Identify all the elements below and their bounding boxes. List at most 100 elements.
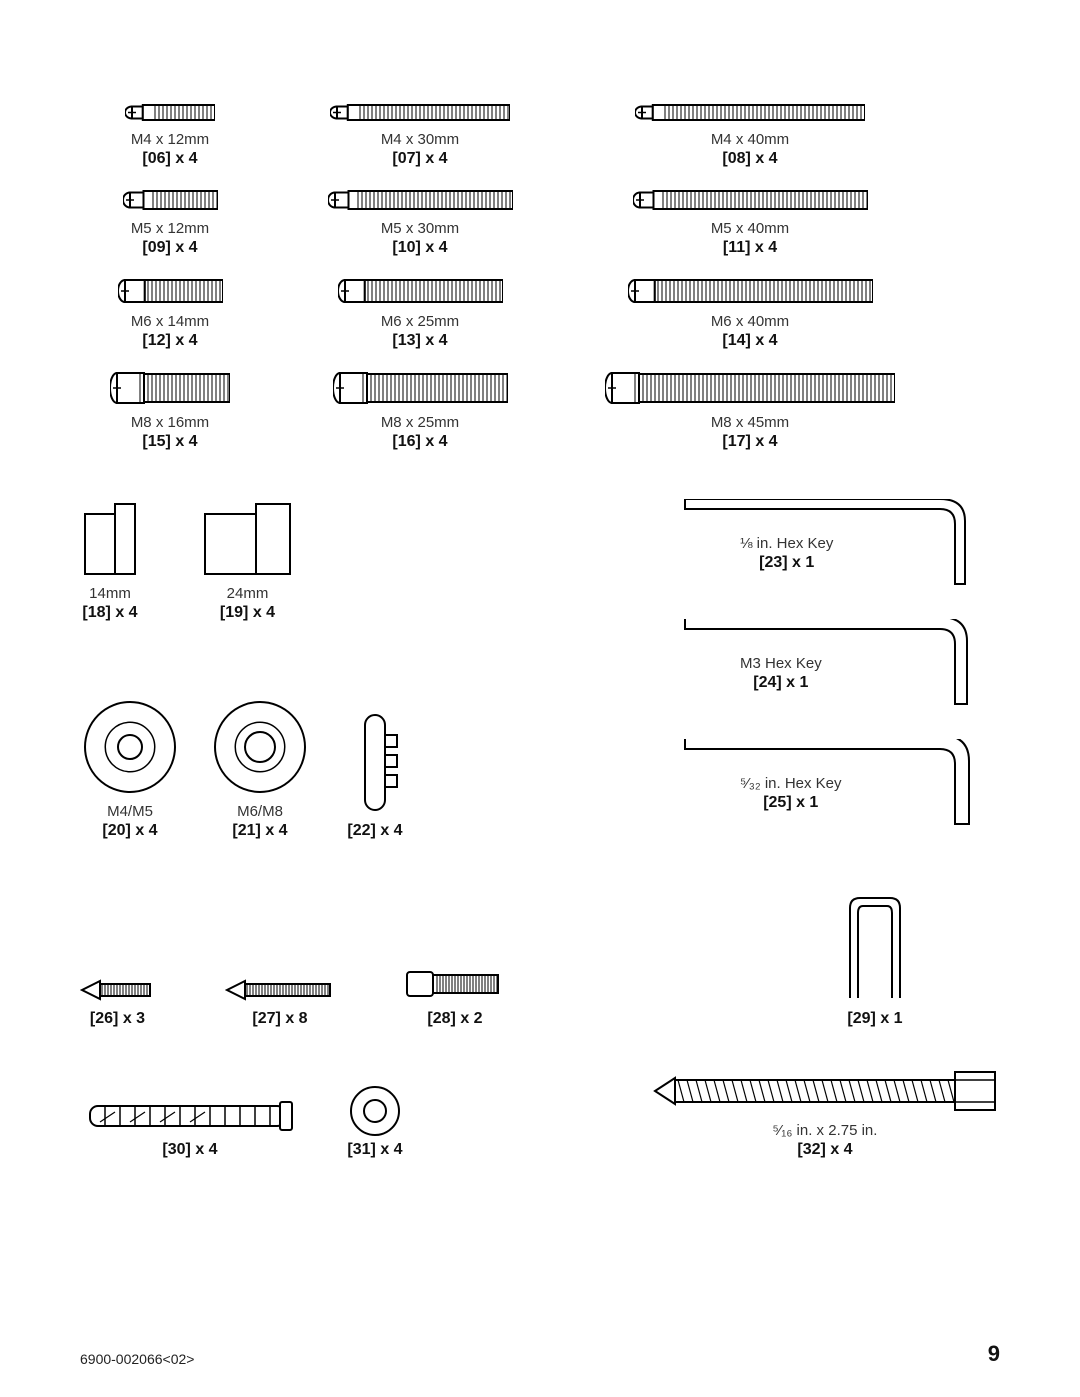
bolt-icon	[605, 368, 895, 408]
part-dim: 14mm	[89, 585, 131, 602]
spacer-icon	[200, 499, 295, 579]
spacer-cell: 24mm[19] x 4	[200, 499, 295, 622]
bolt-row: M4 x 12mm[06] x 4 M4 x 30mm [07] x 4 M4 x…	[80, 100, 1000, 168]
part-dim: M4 x 30mm	[381, 131, 459, 148]
bolt-cell: M8 x 45mm [17] x 4	[580, 368, 920, 451]
bolt-cell: M4 x 12mm[06] x 4	[80, 100, 260, 168]
part-code: [32] x 4	[797, 1141, 852, 1159]
part-code: [06] x 4	[142, 150, 197, 168]
washer-icon	[210, 697, 310, 797]
sockethead-bolt-icon	[405, 960, 505, 1008]
bolt-row: M5 x 12mm [09] x 4 M5 x 30mm[10] x 4 M5 x…	[80, 186, 1000, 257]
bolt-cell: M4 x 40mm [08] x 4	[580, 100, 920, 168]
bolt-cell: M4 x 30mm [07] x 4	[300, 100, 540, 168]
part-code: [13] x 4	[392, 332, 447, 350]
bolt-icon	[328, 186, 513, 214]
bolt-cell: M8 x 16mm [15] x 4	[80, 368, 260, 451]
part-code: [07] x 4	[392, 150, 447, 168]
bolt-icon	[333, 368, 508, 408]
bolt-cell: M5 x 40mm[11] x 4	[580, 186, 920, 257]
part-code: [23] x 1	[740, 554, 833, 572]
bracket-cell: [22] x 4	[340, 710, 410, 840]
smallbolt-cell: [26] x 3	[80, 972, 155, 1028]
smallbolt-cell: [28] x 2	[405, 960, 505, 1028]
part-dim: M8 x 16mm	[131, 414, 209, 431]
part-dim: ⁵⁄₁₆ in. x 2.75 in.	[773, 1122, 878, 1139]
bolt-icon	[628, 275, 873, 307]
lagbolt-cell: ⁵⁄₁₆ in. x 2.75 in. [32] x 4	[650, 1066, 1000, 1159]
anchor-icon	[80, 1094, 300, 1139]
part-dim: M8 x 25mm	[381, 414, 459, 431]
part-dim: M5 x 40mm	[711, 220, 789, 237]
spacers-group: 14mm [18] x 4 24mm[19] x 4	[80, 499, 295, 622]
bolt-cell: M5 x 12mm [09] x 4	[80, 186, 260, 257]
countersunk-bolt-icon	[80, 972, 155, 1008]
bolt-icon	[633, 186, 868, 214]
part-code: [24] x 1	[740, 674, 822, 692]
washers-group: M4/M5 [20] x 4 M6/M8 [21] x 4	[80, 697, 310, 840]
part-code: [16] x 4	[392, 433, 447, 451]
part-dim: ⁵⁄₃₂ in. Hex Key	[740, 775, 842, 792]
bracket-icon	[340, 710, 410, 820]
part-code: [17] x 4	[722, 433, 777, 451]
footer-pagenum: 9	[988, 1341, 1000, 1367]
part-code: [12] x 4	[142, 332, 197, 350]
bottom-row: [30] x 4 [31] x 4 ⁵⁄₁₆ in. x 2	[80, 1066, 1000, 1159]
ubolt-icon	[830, 888, 920, 1008]
washer-cell: M6/M8 [21] x 4	[210, 697, 310, 840]
lagbolt-icon	[650, 1066, 1000, 1116]
part-code: [08] x 4	[722, 150, 777, 168]
part-dim: ⅛ in. Hex Key	[740, 535, 833, 552]
part-code: [26] x 3	[90, 1010, 145, 1028]
part-dim: M6 x 14mm	[131, 313, 209, 330]
part-code: [20] x 4	[102, 822, 157, 840]
hardware-page: M4 x 12mm[06] x 4 M4 x 30mm [07] x 4 M4 x…	[0, 0, 1080, 1397]
spacer-icon	[80, 499, 140, 579]
smallbolts-row: [26] x 3 [27] x 8 [28] x 2 [29] x 1	[80, 888, 1000, 1028]
part-code: [27] x 8	[252, 1010, 307, 1028]
bolt-icon	[125, 100, 215, 125]
washer-icon	[80, 697, 180, 797]
part-code: [29] x 1	[847, 1010, 902, 1028]
washer-icon	[340, 1084, 410, 1139]
bolt-icon	[330, 100, 510, 125]
hexkey-icon	[680, 619, 980, 709]
bolt-row: M6 x 14mm [12] x 4 M6 x 25mm[13] x 4 M6 x…	[80, 275, 1000, 350]
part-code: [10] x 4	[392, 239, 447, 257]
part-dim: M6/M8	[237, 803, 283, 820]
part-dim: M4/M5	[107, 803, 153, 820]
hexkey-cell: M3 Hex Key [24] x 1	[680, 619, 980, 709]
bolt-grid: M4 x 12mm[06] x 4 M4 x 30mm [07] x 4 M4 x…	[80, 100, 1000, 1159]
ubolt-cell: [29] x 1	[830, 888, 920, 1028]
part-code: [18] x 4	[82, 604, 137, 622]
footer-docnum: 6900-002066<02>	[80, 1351, 194, 1367]
bolt-cell: M6 x 25mm[13] x 4	[300, 275, 540, 350]
part-dim: M3 Hex Key	[740, 655, 822, 672]
smallbolts-group: [26] x 3 [27] x 8 [28] x 2	[80, 960, 505, 1028]
part-dim: M5 x 12mm	[131, 220, 209, 237]
part-code: [30] x 4	[162, 1141, 217, 1159]
part-code: [31] x 4	[347, 1141, 402, 1159]
bolt-cell: M6 x 14mm [12] x 4	[80, 275, 260, 350]
hexkey-cell: ⁵⁄₃₂ in. Hex Key [25] x 1	[680, 739, 980, 829]
bolt-icon	[118, 275, 223, 307]
bolt-row: M8 x 16mm [15] x 4 M8 x 25mm [16] x 4 M8 x…	[80, 368, 1000, 451]
part-dim: M4 x 40mm	[711, 131, 789, 148]
part-code: [21] x 4	[232, 822, 287, 840]
part-code: [15] x 4	[142, 433, 197, 451]
bolt-cell: M5 x 30mm[10] x 4	[300, 186, 540, 257]
flatwasher-cell: [31] x 4	[340, 1084, 410, 1159]
part-code: [09] x 4	[142, 239, 197, 257]
part-code: [25] x 1	[740, 794, 842, 812]
part-code: [28] x 2	[427, 1010, 482, 1028]
bolt-icon	[635, 100, 865, 125]
bolt-icon	[110, 368, 230, 408]
washer-cell: M4/M5 [20] x 4	[80, 697, 180, 840]
bolt-icon	[123, 186, 218, 214]
part-dim: M6 x 40mm	[711, 313, 789, 330]
bolt-cell: M6 x 40mm[14] x 4	[580, 275, 920, 350]
part-dim: M8 x 45mm	[711, 414, 789, 431]
anchor-cell: [30] x 4	[80, 1094, 300, 1159]
part-code: [22] x 4	[347, 822, 402, 840]
bolt-icon	[338, 275, 503, 307]
